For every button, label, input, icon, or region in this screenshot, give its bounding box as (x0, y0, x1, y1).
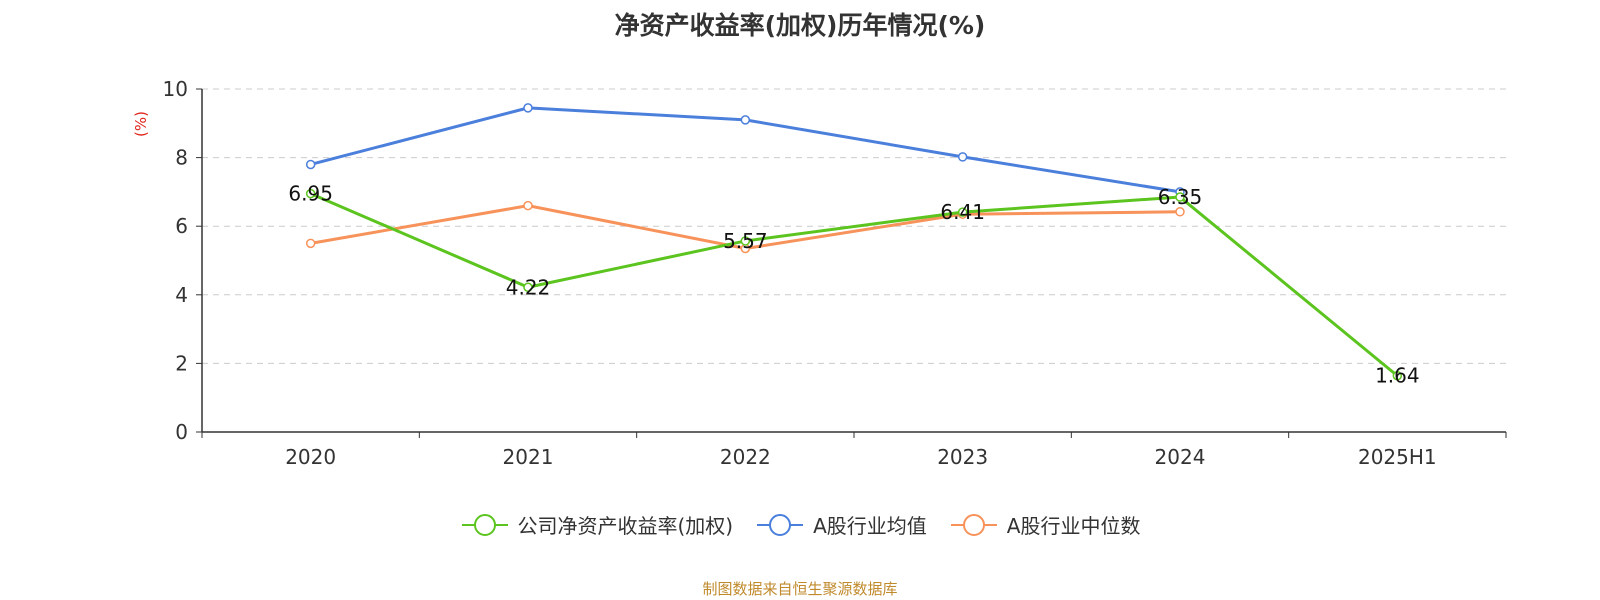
data-label: 5.57 (723, 229, 768, 253)
legend-item-1[interactable]: A股行业均值 (755, 510, 927, 539)
data-point (305, 238, 316, 249)
legend-item-0[interactable]: 公司净资产收益率(加权) (460, 510, 734, 539)
data-point (740, 236, 751, 246)
legend-swatch (461, 513, 508, 536)
chart-title: 净资产收益率(加权)历年情况(%) (614, 11, 986, 40)
legend-label: A股行业中位数 (1006, 514, 1141, 538)
x-tick-label: 2025H1 (1358, 445, 1437, 469)
data-point (957, 207, 968, 217)
data-point (305, 159, 316, 170)
data-point (523, 103, 533, 113)
y-tick-label: 6 (175, 214, 188, 238)
source-note: 制图数据来自恒生聚源数据库 (702, 580, 898, 598)
y-axis-unit-label: (%) (132, 111, 150, 137)
data-point (305, 188, 316, 199)
legend: 公司净资产收益率(加权) A股行业均值 A股行业中位数 (0, 510, 1600, 539)
legend-swatch (757, 513, 804, 536)
data-point (957, 152, 968, 162)
series-line-0 (310, 192, 1399, 377)
x-tick-label: 2021 (503, 445, 554, 469)
data-labels: 6.95 4.22 5.57 6.41 6.35 1.64 (288, 182, 1419, 388)
y-tick-label: 8 (175, 146, 188, 170)
y-tick-label: 4 (175, 283, 188, 307)
axes: 0 2 4 6 8 10 2020 2021 2022 2023 2024 2025H1 (163, 77, 1507, 469)
data-label: 6.35 (1158, 185, 1203, 209)
legend-label: 公司净资产收益率(加权) (517, 514, 734, 538)
data-point (740, 115, 751, 125)
legend-swatch (950, 513, 997, 536)
y-tick-label: 2 (175, 351, 188, 375)
y-tick-label: 0 (175, 420, 188, 444)
data-label: 6.95 (288, 182, 333, 206)
data-point (1392, 370, 1403, 381)
data-label: 4.22 (506, 275, 551, 299)
x-tick-label: 2022 (720, 445, 771, 469)
data-point (1175, 207, 1185, 217)
data-label: 1.64 (1375, 364, 1420, 388)
data-point (1175, 192, 1185, 202)
x-tick-label: 2024 (1155, 445, 1206, 469)
data-label: 6.41 (940, 200, 985, 224)
y-tick-label: 10 (163, 77, 188, 101)
data-point (523, 200, 533, 211)
series-lines (305, 103, 1403, 381)
x-tick-label: 2023 (937, 445, 988, 469)
legend-item-2[interactable]: A股行业中位数 (949, 510, 1141, 539)
legend-label: A股行业均值 (813, 514, 927, 538)
data-point (523, 282, 533, 293)
x-tick-label: 2020 (285, 445, 336, 469)
